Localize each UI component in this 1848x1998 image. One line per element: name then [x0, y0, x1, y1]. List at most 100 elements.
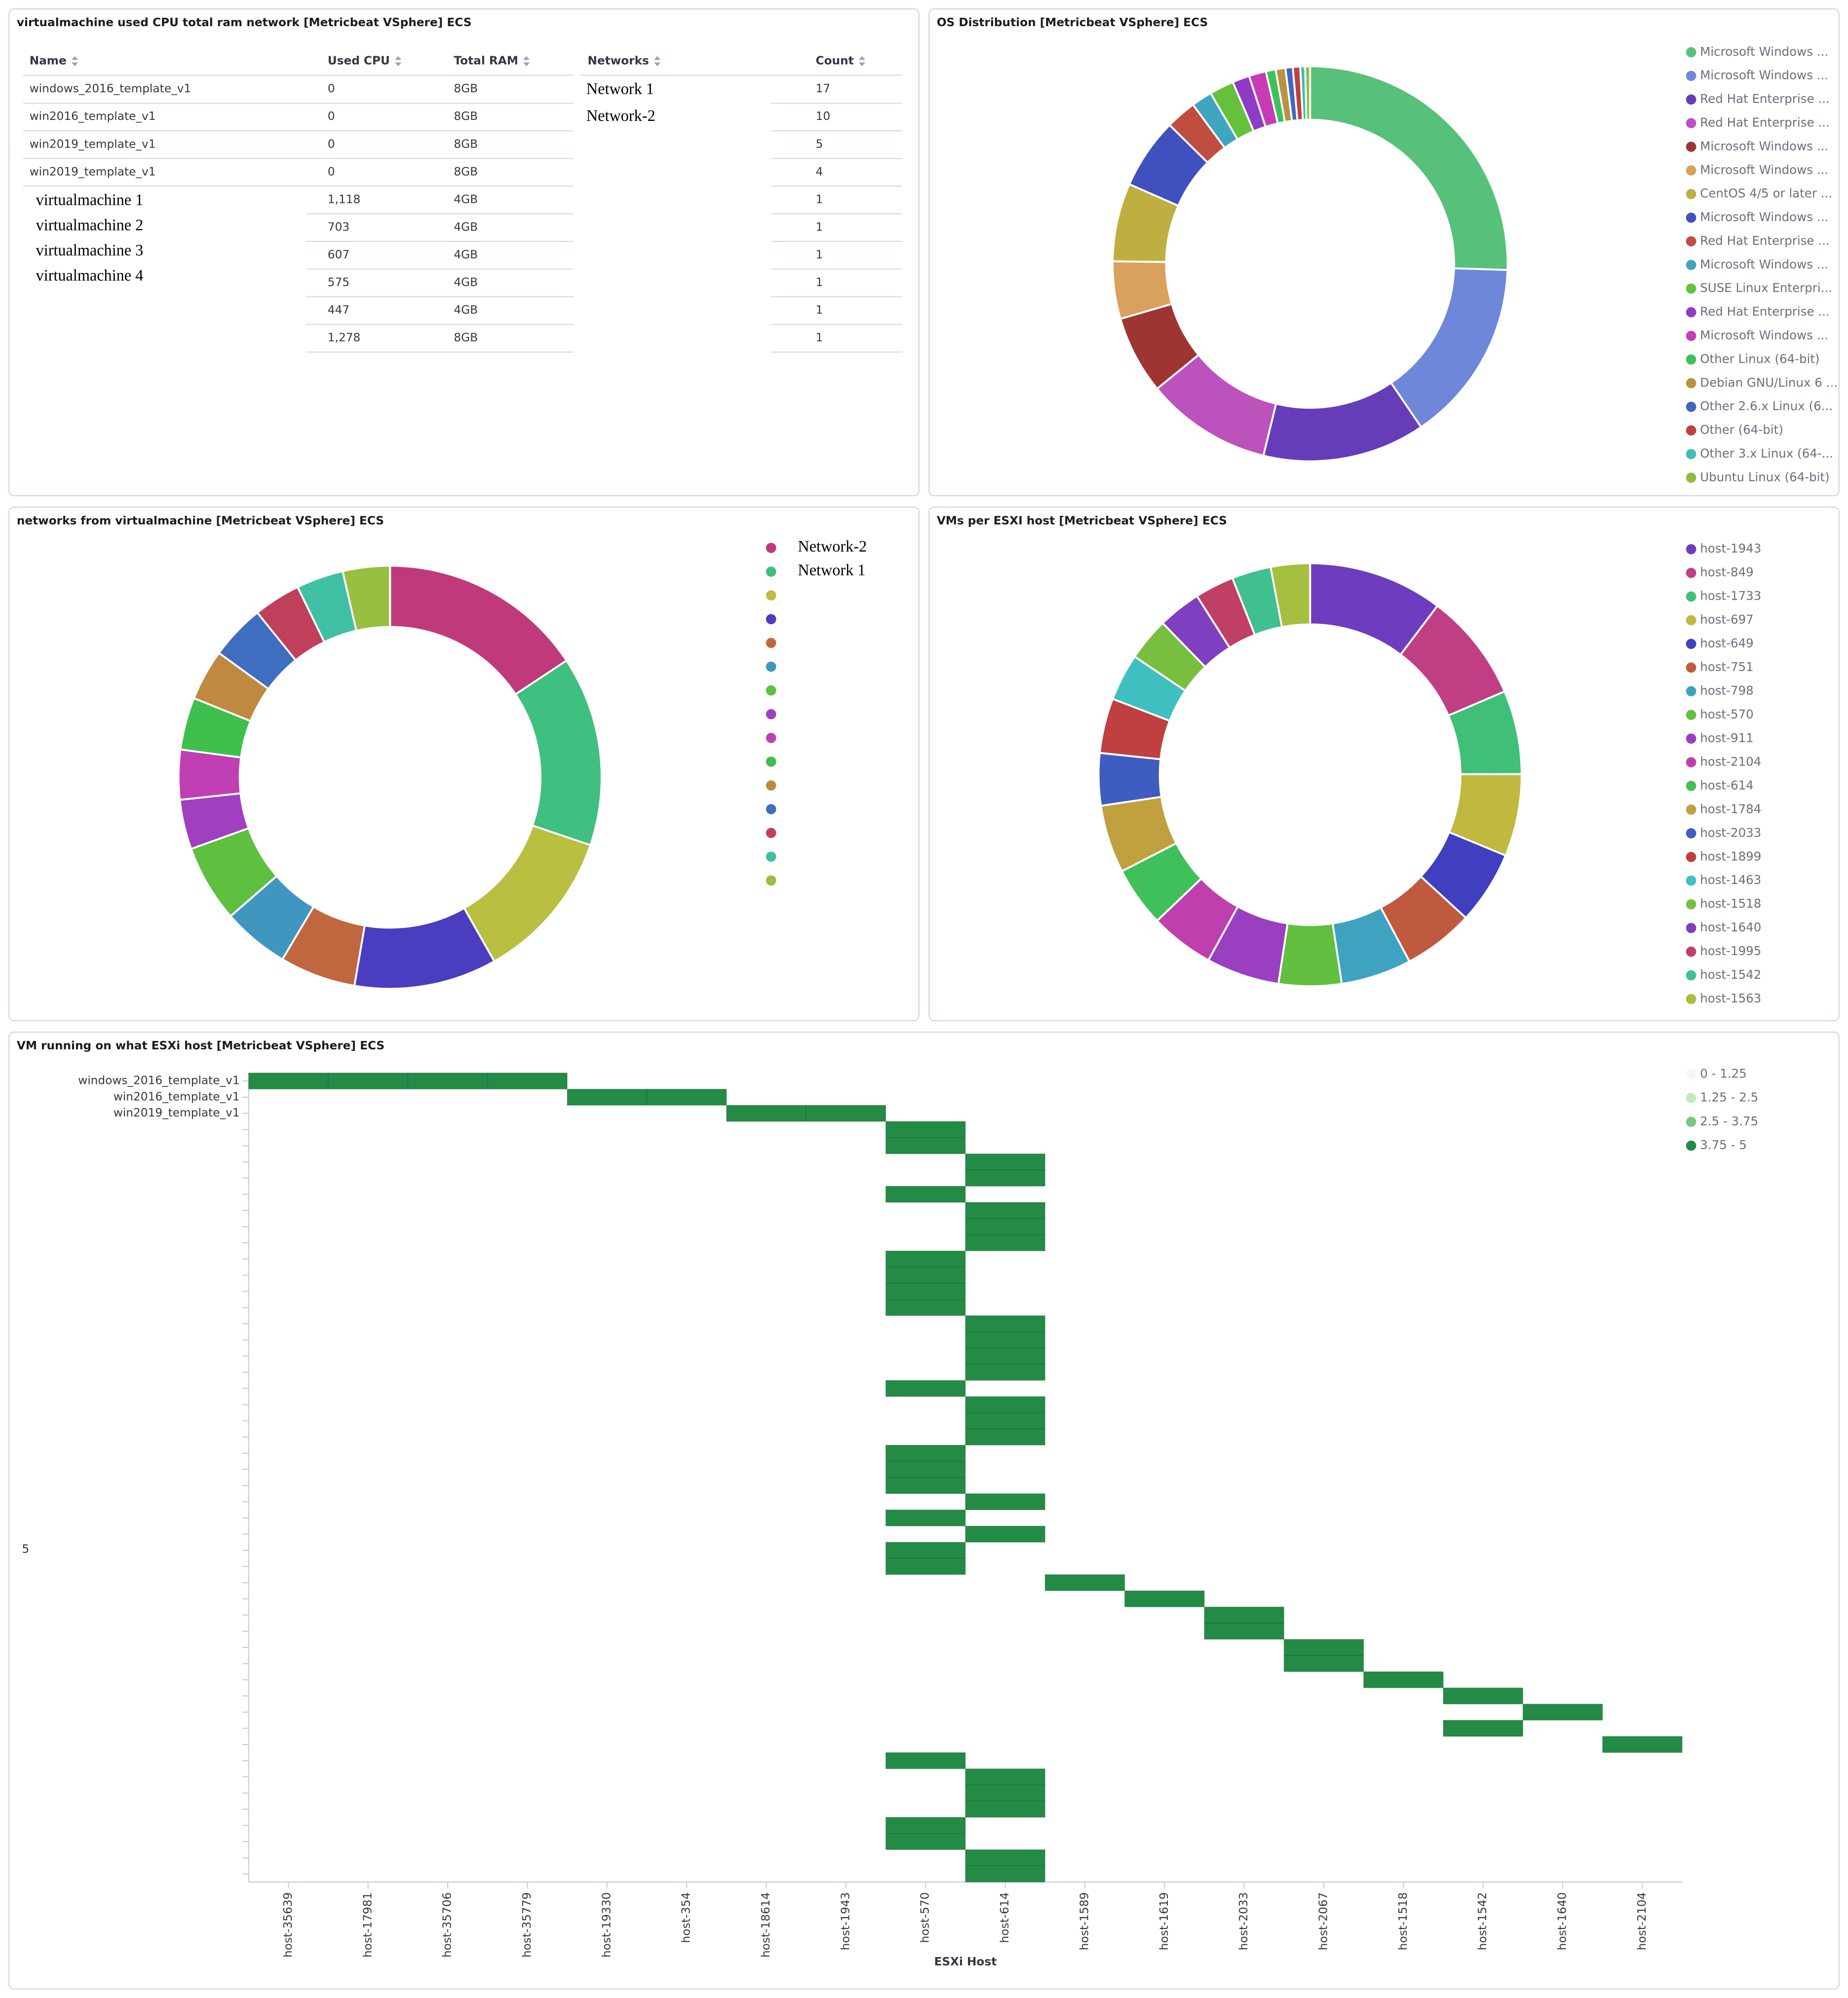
legend-marker[interactable] [1686, 899, 1696, 910]
legend-marker[interactable] [766, 638, 776, 648]
legend-label[interactable]: Red Hat Enterprise ... [1700, 305, 1830, 319]
legend-marker[interactable] [1686, 472, 1696, 483]
legend-marker[interactable] [1686, 946, 1696, 957]
legend-label[interactable]: host-2033 [1700, 825, 1761, 840]
legend-label[interactable]: Other 3.x Linux (64-... [1700, 446, 1833, 461]
legend-marker[interactable] [1686, 639, 1696, 649]
legend-label[interactable]: host-1463 [1700, 873, 1761, 887]
legend-marker[interactable] [1686, 331, 1696, 341]
column-header[interactable]: Count [816, 54, 854, 67]
legend-marker[interactable] [1686, 710, 1696, 720]
legend-marker[interactable] [1686, 1069, 1696, 1079]
legend-label[interactable]: 3.75 - 5 [1700, 1138, 1747, 1152]
legend-label[interactable]: Other Linux (64-bit) [1700, 351, 1819, 366]
legend-marker[interactable] [1686, 142, 1696, 152]
legend-marker[interactable] [1686, 307, 1696, 317]
column-header[interactable]: Total RAM [454, 54, 518, 67]
legend-marker[interactable] [1686, 118, 1696, 128]
legend-label[interactable]: 2.5 - 3.75 [1700, 1114, 1758, 1128]
legend-label[interactable]: host-1733 [1700, 589, 1761, 603]
sort-icon[interactable] [395, 56, 402, 67]
legend-marker[interactable] [766, 590, 776, 601]
legend-label[interactable]: Microsoft Windows ... [1700, 139, 1828, 153]
legend-label[interactable]: host-751 [1700, 660, 1754, 674]
legend-marker[interactable] [1686, 401, 1696, 412]
legend-label[interactable]: Microsoft Windows ... [1700, 68, 1828, 82]
legend-marker[interactable] [1686, 354, 1696, 365]
legend-label[interactable]: Microsoft Windows ... [1700, 257, 1828, 271]
legend-marker[interactable] [1686, 449, 1696, 460]
legend-label[interactable]: host-1784 [1700, 802, 1761, 816]
legend-marker[interactable] [1686, 828, 1696, 839]
legend-marker[interactable] [1686, 1093, 1696, 1103]
legend-marker[interactable] [1686, 804, 1696, 815]
column-header[interactable]: Used CPU [328, 54, 390, 67]
legend-label[interactable]: Network 1 [798, 561, 865, 579]
legend-label[interactable]: Red Hat Enterprise ... [1700, 92, 1830, 106]
legend-marker[interactable] [766, 828, 776, 838]
legend-label[interactable]: host-1640 [1700, 920, 1761, 934]
legend-label[interactable]: Ubuntu Linux (64-bit) [1700, 470, 1830, 484]
sort-icon[interactable] [523, 56, 530, 67]
legend-label[interactable]: Red Hat Enterprise ... [1700, 233, 1830, 248]
legend-label[interactable]: Red Hat Enterprise ... [1700, 115, 1830, 130]
legend-label[interactable]: 0 - 1.25 [1700, 1066, 1747, 1080]
legend-label[interactable]: host-2104 [1700, 754, 1761, 768]
legend-marker[interactable] [1686, 662, 1696, 673]
legend-label[interactable]: Other 2.6.x Linux (6... [1700, 399, 1833, 413]
legend-marker[interactable] [1686, 94, 1696, 105]
legend-label[interactable]: host-697 [1700, 613, 1754, 627]
legend-marker[interactable] [766, 709, 776, 720]
legend-marker[interactable] [766, 756, 776, 767]
legend-marker[interactable] [766, 732, 776, 743]
sort-icon[interactable] [859, 56, 865, 67]
legend-label[interactable]: host-1518 [1700, 896, 1761, 911]
legend-marker[interactable] [1686, 1140, 1696, 1151]
legend-marker[interactable] [766, 661, 776, 672]
legend-marker[interactable] [1686, 686, 1696, 696]
sort-icon[interactable] [654, 56, 661, 67]
legend-marker[interactable] [766, 685, 776, 696]
legend-label[interactable]: 1.25 - 2.5 [1700, 1090, 1758, 1105]
legend-label[interactable]: Microsoft Windows ... [1700, 210, 1828, 224]
legend-marker[interactable] [766, 566, 776, 577]
legend-marker[interactable] [766, 614, 776, 624]
legend-marker[interactable] [1686, 47, 1696, 58]
column-header[interactable]: Networks [587, 54, 649, 67]
legend-marker[interactable] [1686, 236, 1696, 247]
legend-marker[interactable] [1686, 212, 1696, 223]
legend-marker[interactable] [1686, 189, 1696, 199]
legend-label[interactable]: host-1542 [1700, 967, 1761, 982]
legend-marker[interactable] [1686, 615, 1696, 625]
legend-marker[interactable] [1686, 378, 1696, 388]
legend-label[interactable]: host-1995 [1700, 944, 1761, 958]
legend-marker[interactable] [1686, 425, 1696, 436]
legend-label[interactable]: host-1899 [1700, 849, 1761, 863]
sort-icon[interactable] [72, 56, 78, 67]
legend-label[interactable]: host-849 [1700, 565, 1754, 579]
legend-marker[interactable] [766, 780, 776, 791]
legend-marker[interactable] [1686, 875, 1696, 886]
column-header[interactable]: Name [30, 54, 67, 67]
legend-label[interactable]: Debian GNU/Linux 6 ... [1700, 375, 1838, 389]
legend-label[interactable]: host-614 [1700, 778, 1754, 792]
legend-label[interactable]: host-911 [1700, 730, 1754, 745]
legend-label[interactable]: Microsoft Windows ... [1700, 44, 1828, 59]
legend-marker[interactable] [1686, 544, 1696, 555]
legend-marker[interactable] [766, 875, 776, 886]
legend-label[interactable]: CentOS 4/5 or later ... [1700, 186, 1832, 200]
legend-label[interactable]: Network-2 [798, 538, 867, 555]
legend-marker[interactable] [1686, 781, 1696, 791]
legend-marker[interactable] [1686, 591, 1696, 602]
legend-marker[interactable] [1686, 283, 1696, 294]
legend-label[interactable]: host-1943 [1700, 541, 1761, 556]
legend-label[interactable]: Microsoft Windows ... [1700, 328, 1828, 343]
legend-label[interactable]: Other (64-bit) [1700, 423, 1783, 437]
legend-marker[interactable] [766, 542, 776, 553]
legend-label[interactable]: SUSE Linux Enterpri... [1700, 281, 1832, 295]
legend-marker[interactable] [766, 804, 776, 814]
legend-marker[interactable] [1686, 757, 1696, 768]
legend-marker[interactable] [1686, 260, 1696, 270]
legend-marker[interactable] [1686, 71, 1696, 81]
legend-marker[interactable] [1686, 922, 1696, 933]
